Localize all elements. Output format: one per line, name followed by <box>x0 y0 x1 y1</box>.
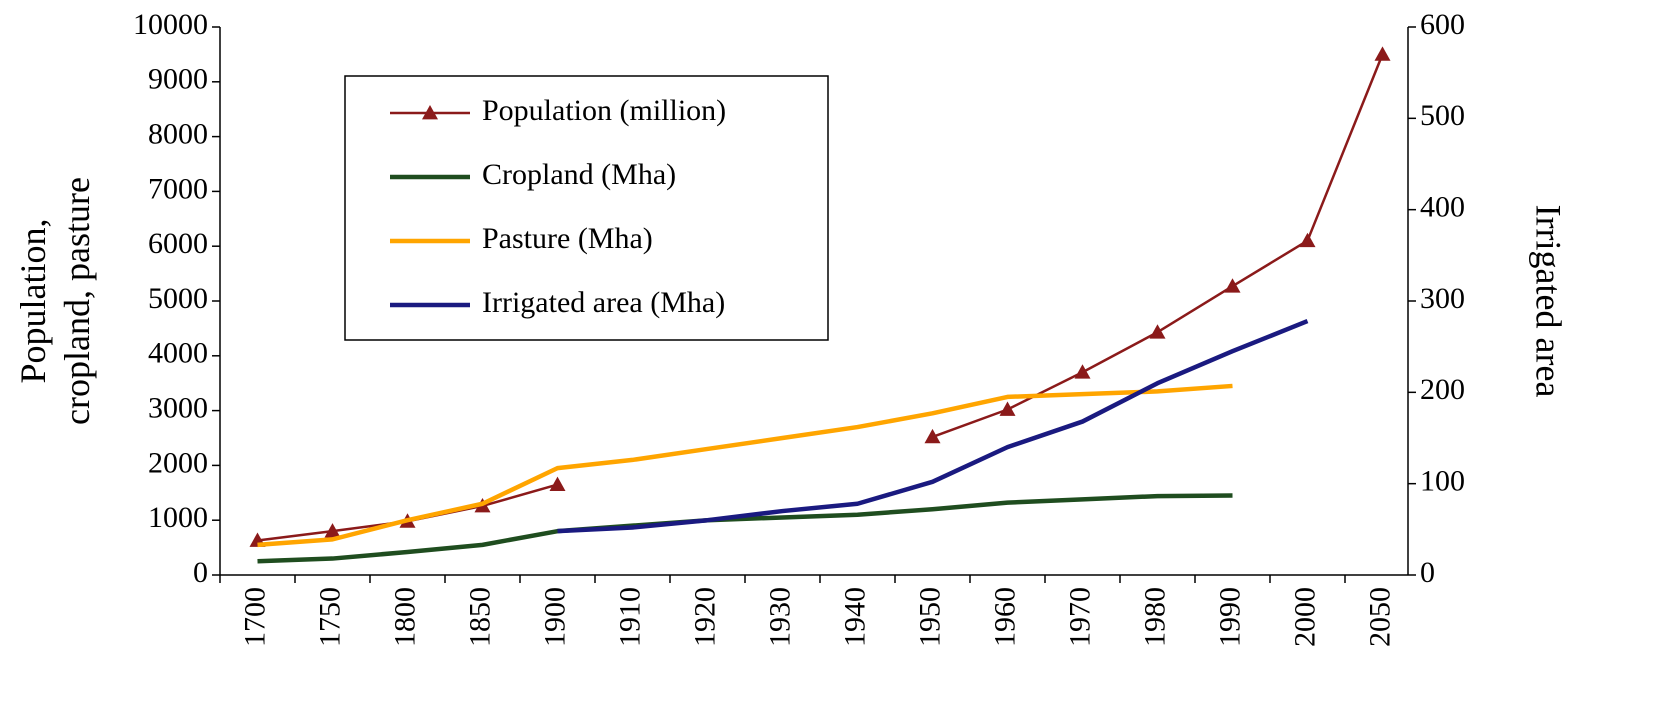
x-tick-label: 1910 <box>613 587 646 647</box>
y-axis-label-line: cropland, pasture <box>57 177 97 425</box>
series-line <box>257 383 1233 548</box>
series-line <box>257 483 558 542</box>
x-tick-label: 1950 <box>913 587 946 647</box>
legend-label: Cropland (Mha) <box>482 158 676 191</box>
y-axis-label-line: Population, <box>13 218 53 383</box>
y-tick-label: 9000 <box>148 63 208 96</box>
x-tick-label: 2000 <box>1288 587 1321 647</box>
point-marker <box>924 428 941 444</box>
y-tick-label: 0 <box>193 556 208 589</box>
y-tick-label: 2000 <box>148 446 208 479</box>
y-tick-label: 4000 <box>148 337 208 370</box>
y-tick-label: 7000 <box>148 172 208 205</box>
x-tick-label: 1900 <box>538 587 571 647</box>
y2-axis-label: Irrigated area <box>1529 205 1569 398</box>
legend-label: Irrigated area (Mha) <box>482 286 725 319</box>
series-line <box>257 493 1233 564</box>
x-tick-label: 1850 <box>463 587 496 647</box>
point-marker <box>1149 324 1166 339</box>
point-marker <box>999 401 1016 416</box>
y2-tick-label: 200 <box>1420 373 1465 406</box>
series-line <box>557 319 1309 534</box>
point-marker <box>549 476 566 491</box>
x-tick-label: 1970 <box>1063 587 1096 647</box>
point-marker <box>1374 46 1391 61</box>
x-tick-label: 2050 <box>1363 587 1396 647</box>
x-tick-label: 1940 <box>838 587 871 647</box>
y-tick-label: 5000 <box>148 282 208 315</box>
y-axis-label: Population, cropland, pasture <box>13 177 97 425</box>
x-tick-label: 1980 <box>1138 587 1171 647</box>
series-line <box>932 53 1384 439</box>
y2-tick-label: 600 <box>1420 8 1465 41</box>
legend-label: Pasture (Mha) <box>482 222 653 255</box>
legend-label: Population (million) <box>482 94 726 127</box>
point-marker <box>1074 364 1091 379</box>
x-tick-label: 1960 <box>988 587 1021 647</box>
x-tick-label: 1920 <box>688 587 721 647</box>
legend-marker <box>422 105 438 120</box>
y2-tick-label: 0 <box>1420 556 1435 589</box>
x-tick-label: 1930 <box>763 587 796 647</box>
y2-tick-label: 300 <box>1420 282 1465 315</box>
x-tick-label: 1800 <box>388 587 421 647</box>
y-tick-label: 6000 <box>148 227 208 260</box>
y-tick-label: 10000 <box>133 8 208 41</box>
y-tick-label: 1000 <box>148 501 208 534</box>
x-tick-label: 1750 <box>313 587 346 647</box>
x-tick-label: 1990 <box>1213 587 1246 647</box>
point-marker <box>1299 232 1316 248</box>
y2-tick-label: 400 <box>1420 191 1465 224</box>
y2-tick-label: 500 <box>1420 99 1465 132</box>
y-tick-label: 3000 <box>148 391 208 424</box>
y2-tick-label: 100 <box>1420 465 1465 498</box>
x-tick-label: 1700 <box>238 587 271 647</box>
legend-box <box>344 75 829 341</box>
point-marker <box>1224 278 1241 293</box>
y-tick-label: 8000 <box>148 117 208 150</box>
point-marker <box>324 523 341 538</box>
